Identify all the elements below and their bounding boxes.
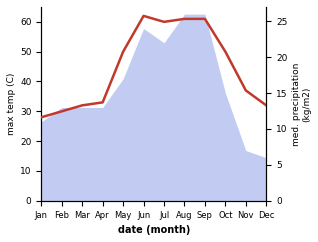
X-axis label: date (month): date (month)	[118, 225, 190, 235]
Y-axis label: med. precipitation
(kg/m2): med. precipitation (kg/m2)	[292, 62, 311, 145]
Y-axis label: max temp (C): max temp (C)	[7, 73, 16, 135]
